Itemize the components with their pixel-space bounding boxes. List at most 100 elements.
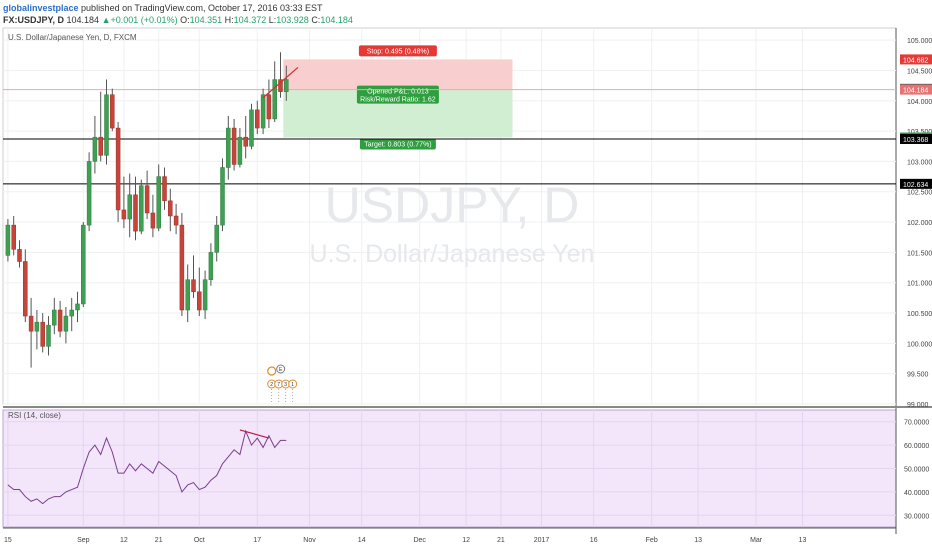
- y-tick-label: 101.000: [907, 281, 932, 288]
- low-value: 103.928: [276, 15, 309, 25]
- x-tick-label: Oct: [194, 537, 205, 544]
- instrument-label: U.S. Dollar/Japanese Yen, D, FXCM: [8, 33, 137, 42]
- candle-body: [284, 79, 289, 92]
- y-tick-label: 104.000: [907, 99, 932, 106]
- candle-body: [191, 279, 196, 293]
- candle-body: [121, 209, 127, 220]
- x-tick-label: Feb: [646, 537, 658, 544]
- symbol-label: FX:USDJPY, D: [3, 15, 65, 25]
- candle-body: [28, 315, 34, 332]
- x-tick-label: 17: [253, 537, 261, 544]
- candle-body: [173, 215, 179, 226]
- candle-body: [115, 127, 121, 211]
- line-price-tag: 103.368: [903, 137, 928, 144]
- candle-body: [75, 303, 80, 311]
- pnl-label-text: Opened P&L: 0.013: [367, 89, 429, 96]
- candle-body: [52, 309, 57, 326]
- high-value: 104.372: [233, 15, 267, 25]
- candle-body: [127, 194, 132, 220]
- candle-body: [249, 109, 254, 147]
- candle-body: [69, 309, 74, 317]
- event-letter-icon: [276, 364, 286, 374]
- event-digit: 1: [291, 382, 294, 388]
- candle-body: [162, 176, 167, 202]
- candle-body: [92, 136, 98, 162]
- candle-body: [266, 94, 272, 120]
- open-value: 104.351: [189, 15, 223, 25]
- candle-body: [214, 224, 219, 253]
- change-arrow-icon: ▲: [101, 15, 111, 25]
- candle-body: [81, 224, 86, 305]
- candle-body: [46, 324, 51, 347]
- price-change: +0.001 (+0.01%): [110, 15, 178, 25]
- candle-body: [243, 136, 248, 147]
- rsi-tick-label: 50.0000: [904, 467, 929, 474]
- watermark-name: U.S. Dollar/Japanese Yen: [310, 240, 595, 268]
- x-tick-label: 13: [799, 537, 807, 544]
- publish-info: globalinvestplace published on TradingVi…: [3, 3, 323, 13]
- x-tick-label: 21: [155, 537, 163, 544]
- watermark-symbol: USDJPY, D: [325, 177, 580, 233]
- rsi-line: [7, 429, 287, 505]
- pnl-label-text: Risk/Reward Ratio: 1.62: [360, 97, 436, 104]
- line-price-tag-bg: [900, 133, 932, 144]
- stop-label-box: [358, 45, 437, 57]
- ohlc-legend: FX:USDJPY, D 104.184 ▲+0.001 (+0.01%) O:…: [3, 15, 353, 25]
- low-label: L:: [268, 15, 277, 25]
- y-tick-label: 104.500: [907, 68, 932, 75]
- close-value: 104.184: [320, 15, 353, 25]
- candle-body: [150, 212, 156, 229]
- line-price-tag: 102.634: [903, 182, 928, 189]
- x-tick-label: 12: [120, 537, 128, 544]
- y-tick-label: 99.000: [907, 402, 929, 409]
- x-tick-label: 15: [4, 537, 12, 544]
- stop-zone: [283, 59, 513, 90]
- candle-body: [34, 321, 40, 332]
- high-label: H:: [224, 15, 234, 25]
- y-tick-label: 101.500: [907, 250, 932, 257]
- line-price-tag-bg: [900, 178, 932, 189]
- candle-body: [197, 291, 202, 311]
- candle-body: [255, 109, 260, 129]
- event-digit: 7: [277, 382, 280, 388]
- y-tick-label: 99.500: [907, 372, 929, 379]
- trend-line: [262, 66, 299, 99]
- candle-body: [272, 79, 277, 120]
- candle-body: [237, 136, 243, 165]
- event-digit: 2: [270, 382, 273, 388]
- candle-body: [144, 185, 150, 214]
- x-tick-label: 14: [358, 537, 366, 544]
- candle-body: [278, 79, 283, 92]
- y-tick-label: 105.000: [907, 38, 932, 45]
- candle-body: [208, 252, 214, 280]
- candle-body: [139, 185, 144, 232]
- target-label-text: Target: 0.803 (0.77%): [364, 142, 431, 149]
- x-tick-label: 21: [497, 537, 505, 544]
- candle-body: [11, 224, 16, 250]
- published-text: published on TradingView.com, October 17…: [81, 3, 323, 13]
- last-price: 104.184: [66, 15, 100, 25]
- entry-price-tag-bg: [900, 84, 932, 95]
- rsi-tick-label: 70.0000: [904, 420, 929, 427]
- rsi-divergence-line: [239, 429, 270, 439]
- event-icon: [288, 379, 298, 389]
- rsi-tick-label: 30.0000: [904, 513, 929, 520]
- candle-body: [220, 167, 225, 226]
- candle-body: [17, 249, 22, 262]
- y-tick-label: 103.000: [907, 159, 932, 166]
- candle-body: [5, 224, 11, 256]
- candle-body: [179, 224, 185, 311]
- author-link[interactable]: globalinvestplace: [3, 3, 79, 13]
- close-label: C:: [311, 15, 321, 25]
- candle-body: [86, 161, 92, 226]
- candle-body: [226, 127, 231, 168]
- stop-label-text: Stop: 0.495 (0.48%): [367, 48, 429, 55]
- x-tick-label: 13: [694, 537, 702, 544]
- x-tick-label: Mar: [750, 537, 763, 544]
- candle-body: [260, 94, 266, 129]
- candle-body: [133, 194, 138, 232]
- y-tick-label: 102.500: [907, 190, 932, 197]
- candle-body: [156, 176, 161, 229]
- candle-body: [98, 136, 103, 156]
